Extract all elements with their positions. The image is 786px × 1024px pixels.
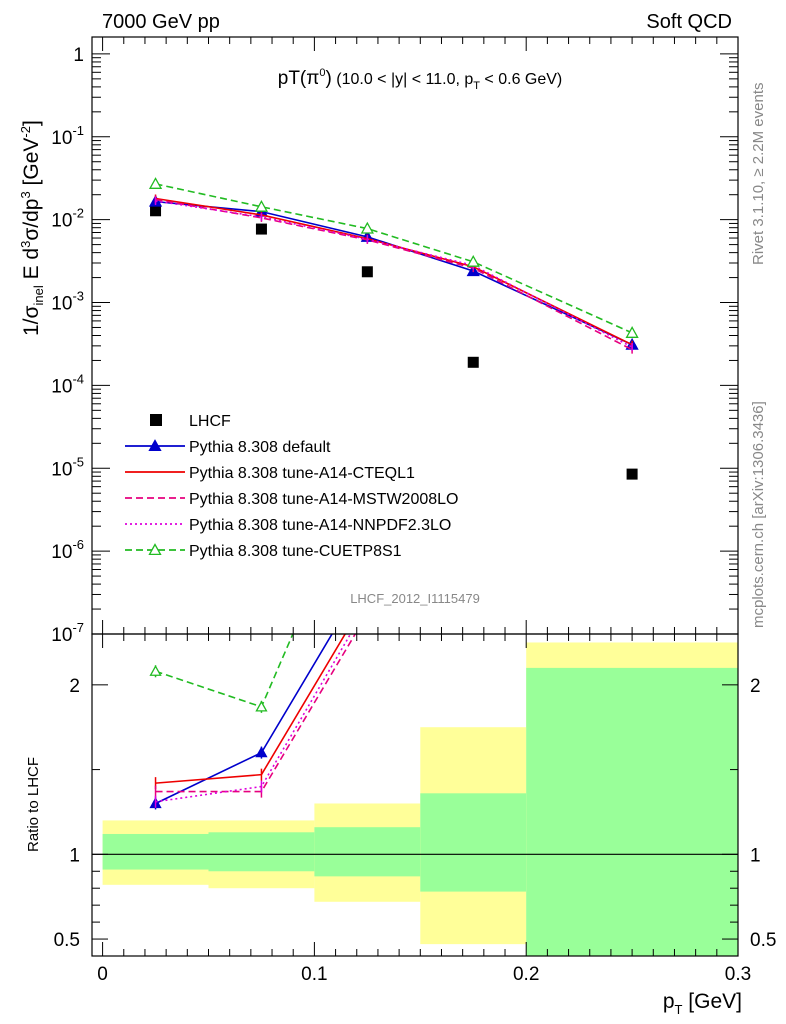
ratio-xlabel: pT [GeV] xyxy=(663,990,742,1017)
main-ytick-label: 10-2 xyxy=(51,206,84,232)
main-ytick-exponent: -7 xyxy=(72,620,84,635)
main-ytick-exponent: -3 xyxy=(72,289,84,304)
mcplots-label: mcplots.cern.ch [arXiv:1306.3436] xyxy=(750,401,767,628)
ratio-inner-band xyxy=(314,827,421,877)
ratio-inner-band xyxy=(420,793,527,892)
ratio-ytick-label-right: 1 xyxy=(750,845,761,866)
header-left: 7000 GeV pp xyxy=(102,11,220,33)
series-1-line xyxy=(155,200,633,346)
series-0-point xyxy=(467,356,479,368)
ratio-xtick-label: 0.3 xyxy=(725,964,751,985)
series-5-point xyxy=(625,326,639,338)
ratio-inner-band xyxy=(102,833,209,870)
series-0-point xyxy=(361,266,373,278)
legend-marker xyxy=(148,439,162,452)
ratio-ylabel: Ratio to LHCF xyxy=(25,757,42,852)
main-ylabel: 1/σinel E d3σ/dp3 [GeV-2] xyxy=(18,120,46,336)
series-0-point xyxy=(626,468,638,480)
legend-label: Pythia 8.308 tune-CUETP8S1 xyxy=(189,543,402,560)
ratio-series-1-line xyxy=(155,634,347,784)
ratio-plot-area xyxy=(149,634,357,810)
main-ytick-label: 1 xyxy=(73,45,84,66)
ratio-xtick-label: 0 xyxy=(97,964,108,985)
main-title: pT(π0) (10.0 < |y| < 11.0, pT < 0.6 GeV) xyxy=(278,67,563,92)
rivet-label: Rivet 3.1.10, ≥ 2.2M events xyxy=(750,83,767,266)
main-ytick-label: 10-3 xyxy=(51,289,84,315)
ratio-inner-band xyxy=(526,667,738,956)
legend-label: Pythia 8.308 tune-A14-MSTW2008LO xyxy=(189,491,458,508)
main-ytick-label: 10-6 xyxy=(51,537,84,563)
main-ytick-label: 10-7 xyxy=(51,620,84,646)
series-5-line xyxy=(155,183,633,334)
ratio-series-0-line xyxy=(155,634,333,805)
series-5-point xyxy=(360,221,374,234)
main-ticks: 10-7 10-6 10-5 10-4 10-3 10-2 10-1 1 xyxy=(51,37,739,646)
main-ytick-exponent: -5 xyxy=(72,454,84,469)
ratio-xtick-label: 0.1 xyxy=(301,964,327,985)
series-5-point xyxy=(148,177,163,189)
series-3-line xyxy=(155,198,633,351)
ratio-inner-band xyxy=(208,832,315,872)
ratio-ytick-label-right: 0.5 xyxy=(750,930,776,951)
ratio-ytick-label: 1 xyxy=(69,845,80,866)
ratio-bands xyxy=(92,642,738,956)
legend-label: Pythia 8.308 default xyxy=(189,439,331,456)
ratio-series-4-point xyxy=(255,700,268,712)
series-2-line xyxy=(155,197,633,346)
series-0-point xyxy=(150,205,162,217)
main-ytick-exponent: -4 xyxy=(72,371,84,386)
main-ytick-label: 10-5 xyxy=(51,454,84,480)
main-ytick-exponent: -2 xyxy=(72,206,84,221)
analysis-watermark: LHCF_2012_I1115479 xyxy=(350,591,480,606)
main-ytick-exponent: -1 xyxy=(72,123,84,138)
legend-label: Pythia 8.308 tune-A14-NNPDF2.3LO xyxy=(189,517,451,534)
ratio-ytick-label: 2 xyxy=(69,676,80,697)
ratio-ytick-label: 0.5 xyxy=(54,930,80,951)
ratio-series-0-point xyxy=(255,746,268,758)
ratio-ytick-label-right: 2 xyxy=(750,676,761,697)
main-ytick-exponent: -6 xyxy=(72,537,84,552)
main-plot-area xyxy=(148,177,639,480)
ratio-xtick-label: 0.2 xyxy=(513,964,539,985)
ratio-series-3-line xyxy=(155,634,352,803)
series-4-line xyxy=(155,200,633,348)
ratio-series-4-point xyxy=(149,664,162,676)
legend: LHCF Pythia 8.308 default Pythia 8.308 tun… xyxy=(125,413,458,560)
legend-label: LHCF xyxy=(189,413,231,430)
series-5-point xyxy=(254,199,269,212)
series-0-point xyxy=(255,223,267,235)
legend-marker xyxy=(148,543,162,556)
legend-marker-lhcf xyxy=(150,414,162,426)
main-ytick-label: 10-4 xyxy=(51,371,84,397)
header-right: Soft QCD xyxy=(646,11,732,33)
legend-label: Pythia 8.308 tune-A14-CTEQL1 xyxy=(189,465,415,482)
ratio-frame xyxy=(91,633,739,957)
main-ytick-label: 10-1 xyxy=(51,123,84,149)
series-5-point xyxy=(466,254,480,267)
ratio-ticks: 0.5 0.5 1 1 2 2 0 0.1 0.2 0.3 xyxy=(54,634,776,985)
